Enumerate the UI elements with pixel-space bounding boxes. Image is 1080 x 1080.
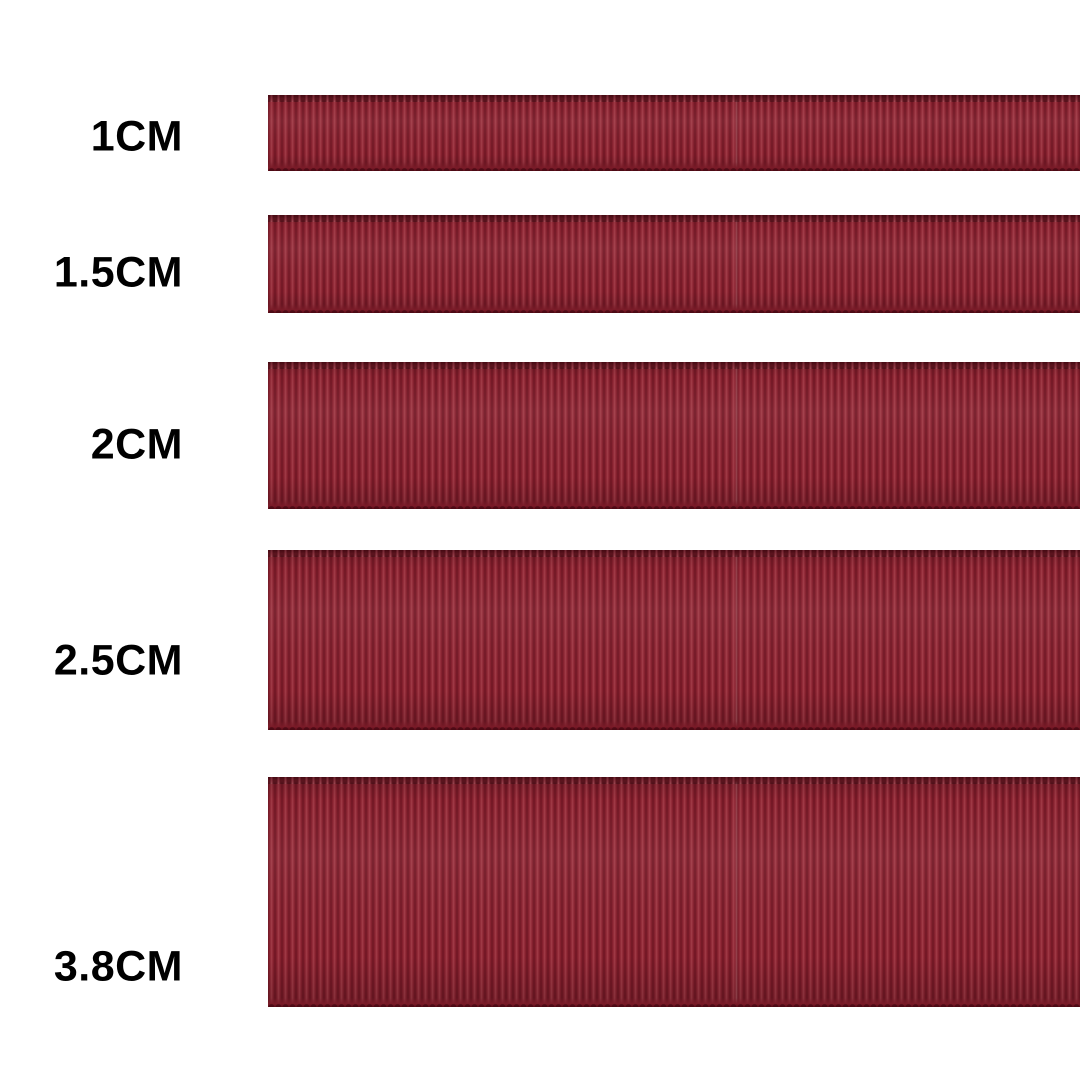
ribbon-swatch [268, 95, 1080, 171]
size-label: 3.8CM [53, 942, 183, 991]
ribbon-swatch [268, 362, 1080, 509]
size-label: 2.5CM [53, 636, 183, 685]
ribbon-swatch [268, 777, 1080, 1007]
size-label: 1CM [90, 112, 183, 161]
ribbon-swatch [268, 215, 1080, 313]
size-label: 1.5CM [53, 248, 183, 297]
size-label: 2CM [90, 420, 183, 469]
ribbon-swatch [268, 550, 1080, 730]
